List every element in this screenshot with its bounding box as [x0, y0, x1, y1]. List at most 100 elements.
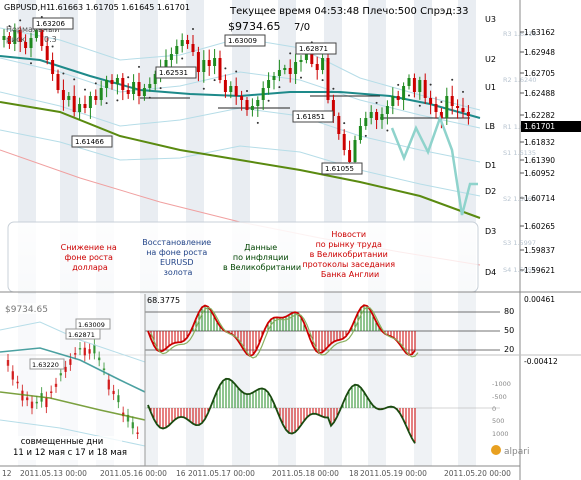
- sar-dot: [300, 76, 302, 79]
- candle-body: [331, 100, 335, 116]
- projection-path: [390, 114, 478, 216]
- svg-text:2011.05.18 00:00: 2011.05.18 00:00: [272, 469, 339, 478]
- inset-equity: $9734.65: [5, 305, 48, 315]
- inset-body: [30, 401, 34, 409]
- candle-body: [13, 30, 17, 44]
- candle-body: [369, 112, 373, 118]
- sar-dot: [267, 99, 270, 102]
- candle-body: [24, 42, 28, 48]
- price-tag: 1.61851: [296, 113, 325, 121]
- candle-body: [7, 36, 11, 44]
- price-scale-label: 1.61832: [524, 138, 555, 147]
- candle-body: [283, 68, 287, 70]
- candle-body: [277, 70, 281, 76]
- annotation-4: Новости по рынку труда в Великобритании …: [302, 230, 397, 279]
- session-band: [324, 292, 342, 466]
- risk-label: риск: [6, 35, 26, 44]
- price-scale: 1.63162 1.62948 1.62705 1.62488 1.62282 1.618…: [520, 28, 555, 275]
- pivot-label: D4: [485, 268, 496, 277]
- candle-body: [164, 60, 168, 68]
- stochastic-value: 68.3775: [147, 296, 180, 305]
- candle-body: [229, 86, 233, 92]
- candle-body: [288, 68, 292, 74]
- candle-body: [342, 134, 346, 150]
- pivot-sub: S3 1.5997: [503, 239, 536, 247]
- trade-counter: 7/0: [294, 22, 310, 33]
- time-axis: 12 2011.05.13 00:00 2011.05.16 00:00 16 …: [2, 469, 511, 478]
- pivot-label: U2: [485, 55, 496, 64]
- inset-tag: 1.63220: [32, 361, 59, 369]
- candle-body: [461, 108, 465, 112]
- inset-body: [112, 390, 115, 395]
- sar-dot: [51, 45, 54, 48]
- macd-scale: -1000: [492, 380, 511, 388]
- svg-text:2011.05.19 00:00: 2011.05.19 00:00: [360, 469, 427, 478]
- price-scale-label: 1.60265: [524, 222, 555, 231]
- candle-body: [364, 118, 368, 126]
- inset-body: [83, 347, 86, 356]
- pivot-label: U1: [485, 83, 496, 92]
- inset-body: [69, 359, 72, 365]
- candle-body: [407, 78, 411, 86]
- pivot-sub: S4 1.5954: [503, 266, 536, 274]
- price-tag: 1.61055: [325, 165, 354, 173]
- candle-body: [326, 58, 330, 100]
- inset-body: [54, 383, 58, 387]
- macd-line: [147, 377, 416, 444]
- pivot-sub: S1 1.6135: [503, 149, 536, 157]
- inset-body: [98, 357, 101, 361]
- candle-body: [304, 52, 308, 60]
- price-tag: 1.61466: [75, 138, 104, 146]
- pivot-label: LB: [485, 122, 495, 131]
- sar-dot: [429, 83, 432, 86]
- pivot-label: D3: [485, 227, 496, 236]
- svg-text:2011.05.17 00:00: 2011.05.17 00:00: [188, 469, 255, 478]
- candle-body: [439, 112, 443, 118]
- inset-body: [6, 360, 10, 366]
- sar-dot: [375, 101, 378, 104]
- inset-chart: [0, 294, 146, 466]
- candle-body: [213, 58, 217, 66]
- macd-scale: 0: [492, 405, 496, 413]
- sar-dot: [462, 90, 464, 93]
- sar-dot: [278, 86, 281, 89]
- candle-body: [132, 82, 136, 94]
- session-band: [368, 292, 386, 466]
- session-band: [140, 0, 158, 292]
- session-band: [186, 292, 204, 466]
- candle-body: [385, 106, 389, 114]
- candle-body: [272, 76, 276, 80]
- candle-body: [196, 52, 200, 72]
- sar-dot: [94, 82, 97, 85]
- candle-body: [299, 60, 303, 62]
- sar-dot: [202, 87, 205, 90]
- candle-body: [180, 40, 184, 46]
- inset-body: [16, 381, 19, 384]
- osc-scale-top: 0.00461: [524, 295, 555, 304]
- stoch-level-80: 80: [504, 307, 514, 316]
- projection-line: [390, 114, 478, 216]
- sar-dot: [440, 101, 443, 104]
- candle-body: [267, 80, 271, 88]
- session-band: [458, 292, 476, 466]
- sar-dot: [321, 79, 324, 82]
- candle-body: [348, 150, 352, 162]
- candle-body: [153, 74, 157, 84]
- sar-dot: [138, 65, 140, 68]
- candle-body: [175, 46, 179, 54]
- risk-value: 0.3: [44, 35, 57, 44]
- ohlc-label: 1.61663 1.61705 1.61645 1.61701: [50, 3, 190, 12]
- sar-dot: [343, 122, 346, 125]
- annotation-3: Данные по инфляции в Великобритании: [223, 243, 301, 272]
- candle-body: [353, 140, 357, 162]
- candle-body: [169, 54, 173, 60]
- inset-band: [0, 321, 146, 363]
- candle-body: [94, 96, 98, 100]
- pivot-sub: R2 1.6240: [503, 76, 536, 84]
- candle-body: [391, 96, 395, 106]
- candle-body: [191, 44, 195, 52]
- macd-scale: 500: [492, 417, 504, 425]
- candle-body: [250, 106, 254, 110]
- candle-body: [245, 100, 249, 110]
- candle-body: [202, 60, 206, 72]
